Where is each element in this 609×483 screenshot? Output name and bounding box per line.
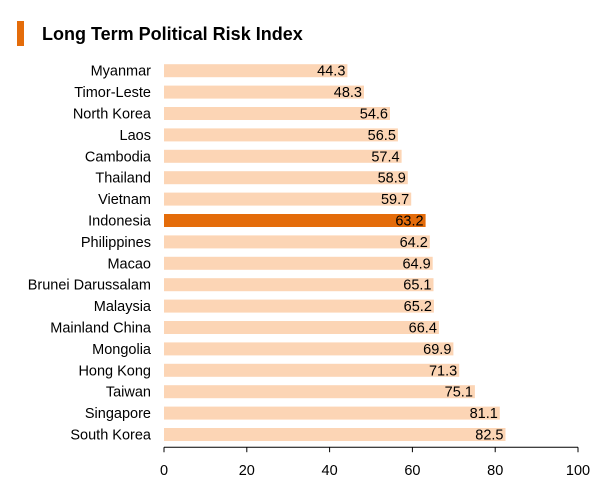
- category-label-vietnam: Vietnam: [98, 192, 151, 208]
- bar-timor-leste: [164, 85, 364, 99]
- value-label-timor-leste: 48.3: [334, 85, 362, 101]
- category-labels: Myanmar Timor-Leste North Korea Laos Cambodi…: [28, 64, 152, 444]
- category-label-laos: Laos: [120, 128, 151, 144]
- bar-thailand: [164, 171, 408, 185]
- bar-myanmar: [164, 64, 348, 78]
- category-label-singapore: Singapore: [85, 406, 151, 422]
- value-label-laos: 56.5: [368, 128, 396, 144]
- value-label-vietnam: 59.7: [381, 192, 409, 208]
- value-label-macao: 64.9: [402, 256, 430, 272]
- category-label-timor-leste: Timor-Leste: [74, 85, 151, 101]
- category-label-hong-kong: Hong Kong: [78, 363, 151, 379]
- bar-cambodia: [164, 149, 402, 163]
- value-label-taiwan: 75.1: [445, 385, 473, 401]
- category-label-south-korea: South Korea: [70, 428, 152, 444]
- value-label-south-korea: 82.5: [475, 428, 503, 444]
- x-tick-label-60: 60: [404, 463, 420, 479]
- bar-brunei-darussalam: [164, 278, 434, 292]
- bar-mainland-china: [164, 321, 439, 334]
- x-tick-label-40: 40: [322, 463, 338, 479]
- value-label-malaysia: 65.2: [404, 299, 432, 315]
- x-tick-label-0: 0: [160, 463, 168, 479]
- bar-macao: [164, 256, 433, 270]
- category-label-myanmar: Myanmar: [91, 64, 152, 80]
- value-label-mainland-china: 66.4: [409, 321, 437, 337]
- bar-vietnam: [164, 192, 412, 206]
- bar-malaysia: [164, 299, 434, 313]
- bar-hong-kong: [164, 363, 460, 377]
- value-label-cambodia: 57.4: [371, 149, 399, 165]
- value-label-indonesia: 63.2: [395, 214, 423, 230]
- value-label-hong-kong: 71.3: [429, 363, 457, 379]
- title-accent-bar: [17, 21, 24, 46]
- bar-south-korea: [164, 428, 506, 441]
- value-label-brunei-darussalam: 65.1: [403, 278, 431, 294]
- value-label-singapore: 81.1: [470, 406, 498, 422]
- value-labels: 44.3 48.3 54.6 56.5 57.4 58.9 59.7 63.2 64.2 64.9…: [317, 64, 503, 444]
- category-label-cambodia: Cambodia: [85, 149, 152, 165]
- bars-group: [164, 64, 506, 441]
- category-label-indonesia: Indonesia: [88, 214, 152, 230]
- bar-taiwan: [164, 385, 475, 399]
- bar-philippines: [164, 235, 430, 249]
- category-label-north-korea: North Korea: [73, 107, 152, 123]
- bar-mongolia: [164, 342, 454, 356]
- x-tick-label-100: 100: [566, 463, 590, 479]
- value-label-philippines: 64.2: [400, 235, 428, 251]
- x-tick-label-80: 80: [487, 463, 503, 479]
- bar-laos: [164, 128, 398, 142]
- bar-indonesia: [164, 214, 426, 227]
- chart-title: Long Term Political Risk Index: [42, 24, 303, 44]
- category-label-brunei-darussalam: Brunei Darussalam: [28, 278, 151, 294]
- x-tick-label-20: 20: [239, 463, 255, 479]
- category-label-macao: Macao: [107, 256, 151, 272]
- bar-north-korea: [164, 107, 390, 120]
- category-label-mongolia: Mongolia: [92, 342, 152, 358]
- bar-singapore: [164, 406, 500, 420]
- category-label-taiwan: Taiwan: [106, 385, 151, 401]
- value-label-thailand: 58.9: [378, 171, 406, 187]
- category-label-thailand: Thailand: [95, 171, 151, 187]
- value-label-mongolia: 69.9: [423, 342, 451, 358]
- category-label-philippines: Philippines: [81, 235, 151, 251]
- value-label-myanmar: 44.3: [317, 64, 345, 80]
- value-label-north-korea: 54.6: [360, 107, 388, 123]
- category-label-malaysia: Malaysia: [94, 299, 152, 315]
- category-label-mainland-china: Mainland China: [50, 321, 152, 337]
- x-axis-ticks: 0 20 40 60 80 100: [160, 447, 590, 479]
